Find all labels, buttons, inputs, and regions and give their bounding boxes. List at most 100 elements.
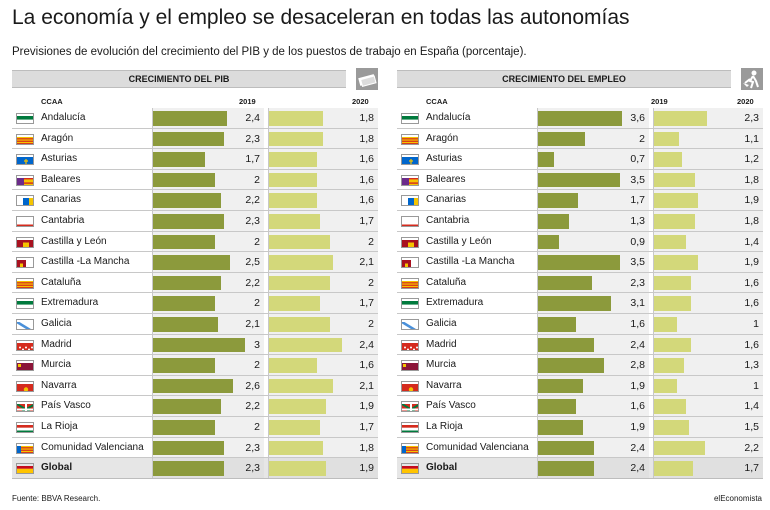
value-cell-2019: 3,5 xyxy=(537,169,649,190)
flag-icon xyxy=(401,318,419,330)
data-label: 0,7 xyxy=(630,153,645,166)
bar-2020 xyxy=(269,193,318,208)
value-cell-2019: 2,4 xyxy=(537,458,649,478)
table-row: Castilla y León 0,9 1,4 xyxy=(397,231,763,253)
bar-2019 xyxy=(538,275,592,291)
header-2019: 2019 xyxy=(239,97,256,106)
bar-2019 xyxy=(538,193,578,208)
flag-icon xyxy=(16,298,34,310)
table-row: Extremadura 3,1 1,6 xyxy=(397,293,763,314)
value-cell-2019: 1,9 xyxy=(537,416,649,437)
table-row: Global 2,4 1,7 xyxy=(397,458,763,479)
bar-2019 xyxy=(153,172,215,188)
data-label: 1,8 xyxy=(744,214,759,227)
flag-icon xyxy=(401,339,419,351)
region-label: Galicia xyxy=(426,317,457,329)
region-label: Asturias xyxy=(41,153,78,165)
table-row: Madrid 2,4 1,6 xyxy=(397,334,763,356)
data-label: 1,9 xyxy=(359,462,374,475)
table-row: Madrid 3 2,4 xyxy=(12,334,378,356)
data-label: 2 xyxy=(254,359,260,372)
flag-icon xyxy=(16,174,34,186)
value-cell-2020: 1,2 xyxy=(653,149,763,169)
data-label: 3,5 xyxy=(630,173,645,186)
bar-2020 xyxy=(654,255,698,270)
value-cell-2019: 2,2 xyxy=(152,396,264,416)
data-label: 2 xyxy=(254,173,260,186)
table-row: Cantabria 2,3 1,7 xyxy=(12,210,378,232)
region-label: País Vasco xyxy=(41,400,91,412)
value-cell-2020: 1,7 xyxy=(653,458,763,478)
data-label: 1,7 xyxy=(359,214,374,227)
header-2020: 2020 xyxy=(737,97,754,106)
value-cell-2019: 3,5 xyxy=(537,252,649,272)
value-cell-2019: 1,6 xyxy=(537,396,649,416)
bar-2020 xyxy=(269,378,333,394)
bar-2019 xyxy=(538,378,583,394)
value-cell-2019: 1,6 xyxy=(537,313,649,334)
bar-2020 xyxy=(269,172,318,188)
region-label: Extremadura xyxy=(426,297,484,309)
table-row: Cataluña 2,2 2 xyxy=(12,272,378,294)
header-ccaa: CCAA xyxy=(426,97,448,106)
value-cell-2019: 2,3 xyxy=(152,210,264,231)
bar-2020 xyxy=(654,234,687,250)
table-row: La Rioja 2 1,7 xyxy=(12,416,378,438)
value-cell-2020: 2 xyxy=(268,272,378,293)
data-label: 1,6 xyxy=(359,359,374,372)
bar-2019 xyxy=(538,296,611,311)
data-label: 1,9 xyxy=(630,420,645,433)
data-label: 1,7 xyxy=(359,297,374,310)
page-subtitle: Previsiones de evolución del crecimiento… xyxy=(12,46,527,58)
flag-icon xyxy=(16,215,34,227)
data-label: 1,7 xyxy=(630,194,645,207)
data-label: 1,3 xyxy=(630,214,645,227)
bar-2019 xyxy=(153,111,227,126)
flag-icon xyxy=(16,195,34,207)
value-cell-2019: 2,2 xyxy=(152,190,264,210)
bar-2019 xyxy=(153,419,215,435)
table-row: Cantabria 1,3 1,8 xyxy=(397,210,763,232)
table-row: Andalucía 2,4 1,8 xyxy=(12,108,378,129)
bar-2019 xyxy=(538,358,604,373)
region-label: Murcia xyxy=(426,359,457,371)
data-label: 1,4 xyxy=(744,400,759,413)
table-row: Asturias 1,7 1,6 xyxy=(12,149,378,170)
data-label: 1,6 xyxy=(630,400,645,413)
bar-2020 xyxy=(269,419,321,435)
data-label: 2 xyxy=(254,235,260,248)
bar-2020 xyxy=(654,378,678,394)
data-label: 1,7 xyxy=(245,153,260,166)
region-label: Galicia xyxy=(41,317,72,329)
value-cell-2019: 2 xyxy=(152,231,264,252)
table-row: País Vasco 2,2 1,9 xyxy=(12,396,378,417)
region-label: Cantabria xyxy=(41,214,85,226)
bar-2020 xyxy=(654,172,696,188)
data-label: 1,8 xyxy=(359,112,374,124)
value-cell-2020: 2,1 xyxy=(268,375,378,396)
bar-2019 xyxy=(153,399,221,414)
flag-icon xyxy=(401,174,419,186)
table-rows: Andalucía 3,6 2,3 Aragón 2 1,1 Asturias 0,7 1,2 B… xyxy=(397,108,763,479)
bar-2020 xyxy=(269,111,324,126)
data-label: 1,9 xyxy=(359,400,374,413)
bar-2020 xyxy=(654,296,691,311)
bar-2020 xyxy=(654,337,691,353)
bar-2020 xyxy=(269,152,318,167)
flag-icon xyxy=(401,401,419,413)
value-cell-2020: 1,8 xyxy=(268,128,378,149)
data-label: 1 xyxy=(753,317,759,330)
bar-2019 xyxy=(538,131,585,147)
bar-2019 xyxy=(153,358,215,373)
flag-icon xyxy=(16,360,34,372)
flag-icon xyxy=(401,298,419,310)
bar-2020 xyxy=(654,193,698,208)
data-label: 2 xyxy=(368,276,374,289)
bar-2020 xyxy=(269,255,333,270)
value-cell-2020: 1,9 xyxy=(653,252,763,272)
table-row: Castilla -La Mancha 2,5 2,1 xyxy=(12,252,378,273)
data-label: 3 xyxy=(254,338,260,351)
table-row: Aragón 2,3 1,8 xyxy=(12,128,378,150)
region-label: Cantabria xyxy=(426,214,470,226)
data-label: 1,6 xyxy=(359,194,374,207)
